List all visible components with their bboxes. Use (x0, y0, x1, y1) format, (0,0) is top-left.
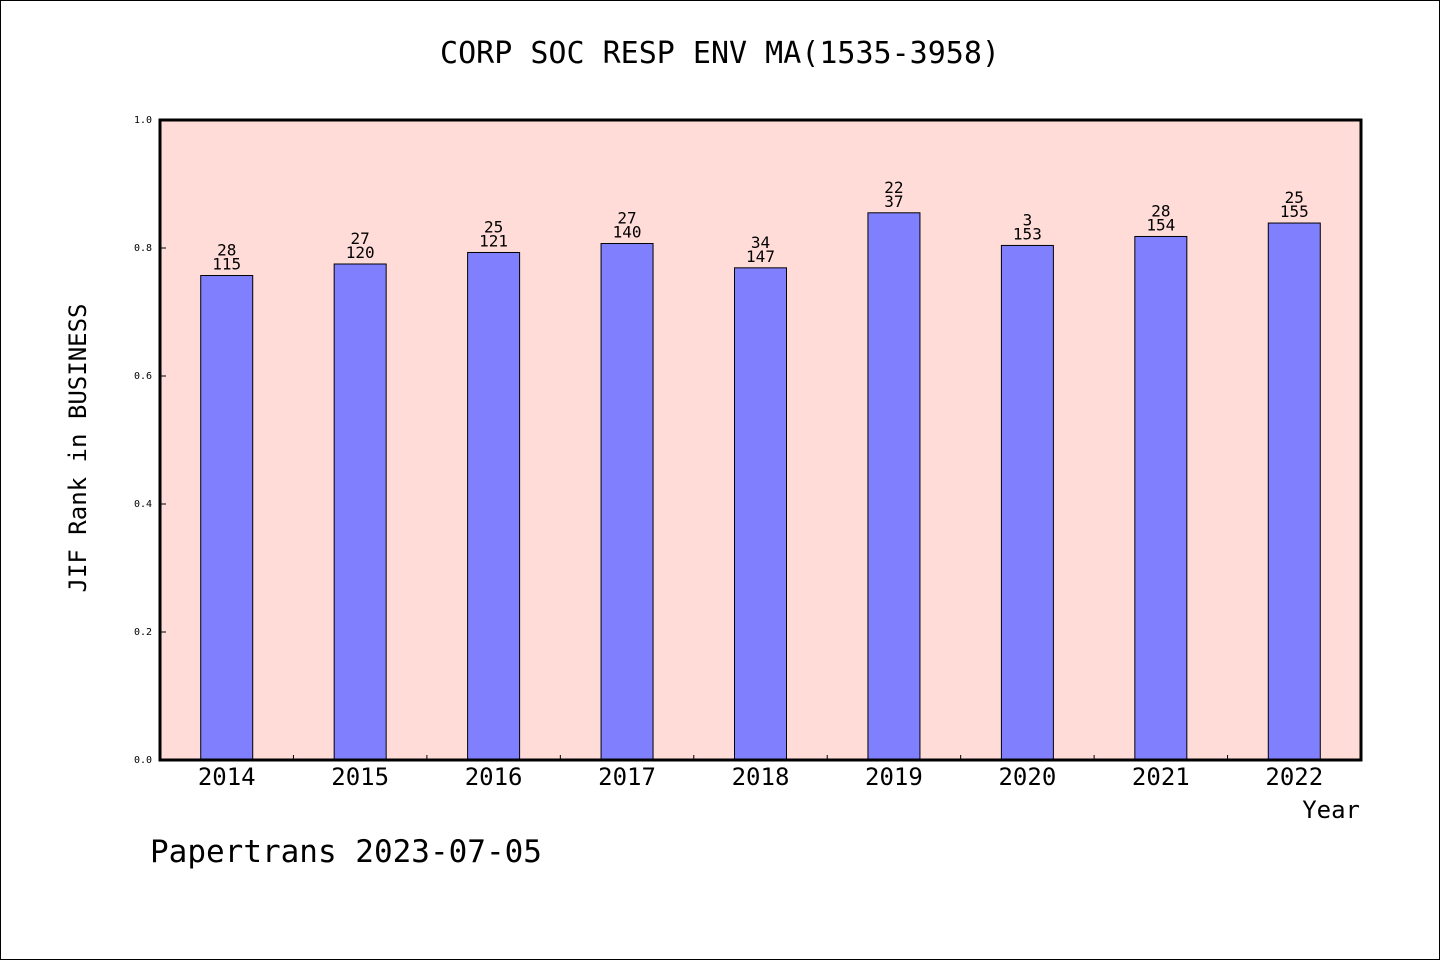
y-tick-label-0.4: 0.4 (134, 499, 152, 510)
data-label-top-2020: 3 (1023, 210, 1033, 229)
data-labels-group: 2811527120251212714034147223731532815425… (212, 178, 1308, 274)
x-tick-label-2015: 2015 (331, 763, 389, 791)
y-tick-label-0.6: 0.6 (134, 371, 152, 382)
footer-text: Papertrans 2023-07-05 (150, 834, 542, 870)
data-label-top-2018: 34 (751, 233, 770, 252)
bar-2016 (467, 251, 521, 761)
data-label-bottom-2022: 155 (1280, 202, 1309, 221)
bar-2020 (1000, 244, 1054, 761)
y-tick-label-1.0: 1.0 (134, 115, 152, 126)
bar-2019 (867, 212, 921, 761)
plot-border (158, 118, 1363, 762)
bar-2017 (600, 243, 654, 761)
x-tick-label-2014: 2014 (198, 763, 256, 791)
data-label-bottom-2015: 120 (346, 243, 375, 262)
bar-2018 (734, 267, 787, 761)
data-label-bottom-2014: 115 (212, 255, 241, 274)
bars-group (200, 212, 1321, 761)
x-axis-label: Year (1302, 796, 1360, 824)
x-tick-label-2017: 2017 (598, 763, 656, 791)
x-axis: 2014 2015 2016 2017 2018 2019 2020 2021 2022 (198, 755, 1323, 791)
data-label-bottom-2017: 140 (613, 223, 642, 242)
y-tick-label-0.2: 0.2 (134, 627, 152, 638)
data-label-bottom-2019: 37 (884, 192, 903, 211)
data-label-top-2021: 28 (1151, 201, 1170, 220)
chart-title: CORP SOC RESP ENV MA(1535-3958) (440, 36, 1000, 71)
x-tick-label-2019: 2019 (865, 763, 923, 791)
y-tick-label-0.0: 0.0 (134, 755, 152, 766)
bar-2022 (1267, 222, 1321, 761)
data-label-bottom-2018: 147 (746, 247, 775, 266)
bar-2015 (333, 263, 387, 761)
y-tick-label-0.8: 0.8 (134, 243, 152, 254)
x-tick-label-2022: 2022 (1265, 763, 1323, 791)
bar-2014 (200, 275, 254, 761)
data-label-top-2022: 25 (1285, 188, 1304, 207)
x-tick-label-2016: 2016 (465, 763, 523, 791)
data-label-top-2016: 25 (484, 217, 503, 236)
data-label-top-2017: 27 (617, 209, 636, 228)
data-label-bottom-2016: 121 (479, 231, 508, 250)
bar-2021 (1134, 235, 1188, 761)
data-label-top-2019: 22 (884, 178, 903, 197)
data-label-top-2014: 28 (217, 241, 236, 260)
x-tick-label-2020: 2020 (998, 763, 1056, 791)
data-label-bottom-2021: 154 (1146, 215, 1175, 234)
x-tick-label-2021: 2021 (1132, 763, 1190, 791)
x-tick-label-2018: 2018 (732, 763, 790, 791)
data-label-bottom-2020: 153 (1013, 224, 1042, 243)
data-label-top-2015: 27 (351, 229, 370, 248)
